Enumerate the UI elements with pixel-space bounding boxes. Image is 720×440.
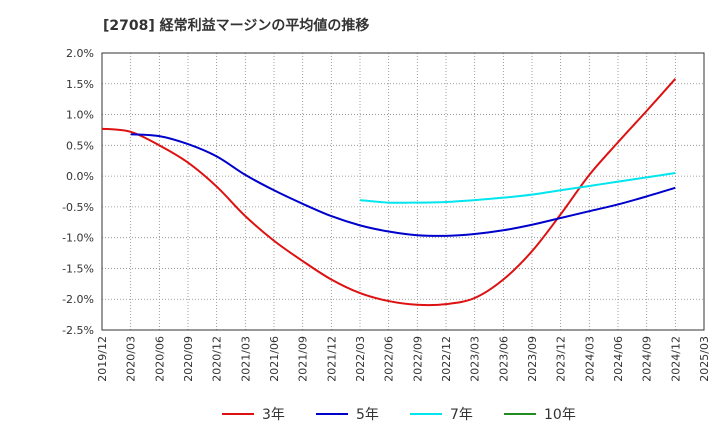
x-tick-label: 2025/03 bbox=[698, 336, 711, 382]
legend-item-5年: 5年 bbox=[316, 407, 379, 423]
y-tick-label: -2.5% bbox=[62, 324, 94, 337]
plot-area bbox=[101, 52, 705, 331]
y-tick-label: -2.0% bbox=[62, 293, 94, 306]
y-tick-label: 0.0% bbox=[66, 170, 94, 183]
grid bbox=[102, 53, 704, 330]
x-tick-label: 2021/09 bbox=[297, 336, 310, 382]
y-tick-label: 2.0% bbox=[66, 47, 94, 60]
x-tick-label: 2023/09 bbox=[526, 336, 539, 382]
x-tick-label: 2021/03 bbox=[239, 336, 252, 382]
legend-label: 7年 bbox=[450, 407, 473, 423]
x-tick-label: 2024/12 bbox=[669, 336, 682, 382]
chart-title: [2708] 経常利益マージンの平均値の推移 bbox=[103, 17, 369, 34]
y-tick-label: -0.5% bbox=[62, 201, 94, 214]
x-tick-label: 2020/06 bbox=[153, 336, 166, 382]
x-tick-label: 2020/03 bbox=[125, 336, 138, 382]
series-lines bbox=[101, 78, 677, 307]
x-tick-label: 2024/03 bbox=[583, 336, 596, 382]
y-axis: 2.0% 1.5% 1.0% 0.5% 0.0% -0.5% -1.0% -1.5% -2.0%… bbox=[62, 47, 94, 337]
x-tick-label: 2020/09 bbox=[182, 336, 195, 382]
x-tick-label: 2021/12 bbox=[325, 336, 338, 382]
y-tick-label: -1.0% bbox=[62, 232, 94, 245]
series-line-3年 bbox=[101, 78, 677, 307]
x-tick-label: 2023/12 bbox=[555, 336, 568, 382]
x-tick-label: 2022/12 bbox=[440, 336, 453, 382]
x-tick-label: 2022/09 bbox=[411, 336, 424, 382]
y-tick-label: 1.0% bbox=[66, 109, 94, 122]
x-tick-label: 2024/06 bbox=[612, 336, 625, 382]
x-tick-label: 2022/03 bbox=[354, 336, 367, 382]
series-line-5年 bbox=[130, 133, 676, 237]
y-tick-label: -1.5% bbox=[62, 262, 94, 275]
x-axis: 2019/12 2020/03 2020/06 2020/09 2020/12 2021/… bbox=[96, 336, 711, 382]
x-tick-label: 2023/03 bbox=[469, 336, 482, 382]
x-tick-label: 2020/12 bbox=[211, 336, 224, 382]
legend-label: 3年 bbox=[262, 407, 285, 423]
legend-label: 5年 bbox=[356, 407, 379, 423]
legend-item-3年: 3年 bbox=[222, 407, 285, 423]
series-line-7年 bbox=[359, 172, 676, 204]
legend-item-7年: 7年 bbox=[410, 407, 473, 423]
legend-item-10年: 10年 bbox=[504, 407, 576, 423]
x-tick-label: 2023/06 bbox=[497, 336, 510, 382]
legend: 3年 5年 7年 10年 bbox=[222, 407, 576, 423]
y-tick-label: 1.5% bbox=[66, 78, 94, 91]
y-tick-label: 0.5% bbox=[66, 139, 94, 152]
x-tick-label: 2019/12 bbox=[96, 336, 109, 382]
legend-label: 10年 bbox=[544, 407, 576, 423]
x-tick-label: 2021/06 bbox=[268, 336, 281, 382]
x-tick-label: 2024/09 bbox=[641, 336, 654, 382]
x-tick-label: 2022/06 bbox=[383, 336, 396, 382]
